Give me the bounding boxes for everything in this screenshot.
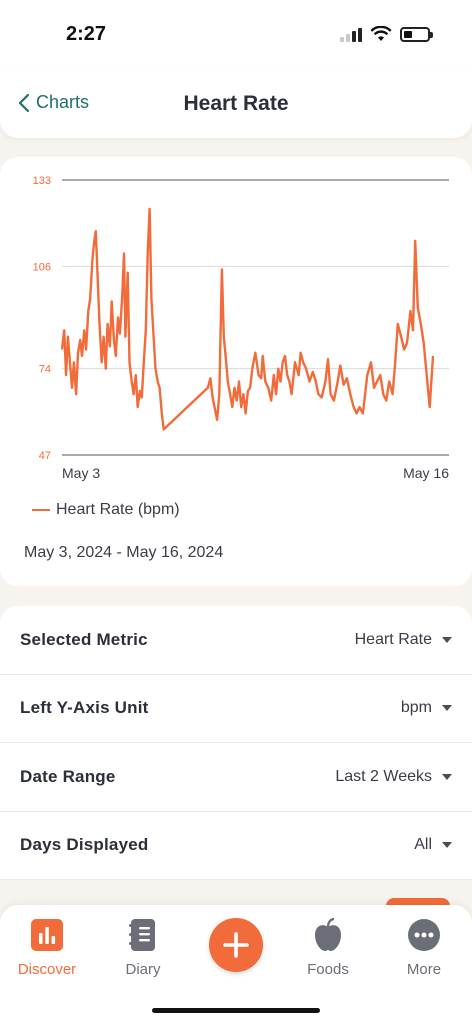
setting-value: bpm (400, 699, 432, 717)
tab-label: Diary (125, 961, 161, 978)
setting-date-range[interactable]: Date Range Last 2 Weeks (0, 743, 472, 812)
wifi-icon (370, 26, 392, 41)
tab-bar: Discover Diary Foods (0, 905, 472, 1024)
back-button[interactable]: Charts (18, 92, 89, 113)
y-tick-label: 74 (39, 364, 51, 376)
setting-label: Left Y-Axis Unit (20, 698, 149, 718)
y-tick-label: 133 (33, 175, 51, 187)
plus-icon (223, 932, 249, 958)
setting-label: Selected Metric (20, 629, 148, 649)
setting-value: Last 2 Weeks (335, 767, 432, 785)
tab-foods[interactable]: Foods (288, 917, 368, 978)
home-indicator (152, 1008, 320, 1013)
chart-settings: Selected Metric Heart Rate Left Y-Axis U… (0, 606, 472, 880)
series-line-heart-rate (60, 207, 435, 431)
setting-value-dropdown[interactable]: Last 2 Weeks (335, 768, 452, 786)
legend-label: Heart Rate (bpm) (56, 501, 180, 518)
setting-value-dropdown[interactable]: Heart Rate (355, 631, 452, 649)
tab-label: Foods (307, 961, 349, 978)
apple-icon (315, 918, 341, 951)
add-button[interactable] (209, 918, 263, 972)
setting-selected-metric[interactable]: Selected Metric Heart Rate (0, 606, 472, 675)
page-title: Heart Rate (183, 92, 289, 115)
setting-value: All (414, 836, 432, 854)
status-time: 2:27 (66, 23, 107, 45)
setting-value-dropdown[interactable]: All (414, 836, 452, 854)
setting-value: Heart Rate (354, 630, 432, 648)
tab-diary[interactable]: Diary (103, 917, 183, 978)
setting-value-dropdown[interactable]: bpm (401, 699, 452, 717)
tab-label: Discover (17, 961, 77, 978)
caret-down-icon (442, 636, 452, 643)
legend-swatch (32, 509, 50, 511)
diary-icon (129, 919, 155, 951)
setting-label: Days Displayed (20, 835, 149, 855)
x-tick-label: May 3 (62, 465, 100, 481)
date-range-text: May 3, 2024 - May 16, 2024 (24, 544, 224, 561)
caret-down-icon (442, 842, 452, 849)
tab-label: More (406, 961, 442, 978)
tab-discover[interactable]: Discover (7, 917, 87, 978)
setting-left-y-axis-unit[interactable]: Left Y-Axis Unit bpm (0, 675, 472, 743)
battery-icon (400, 27, 433, 42)
back-label: Charts (36, 92, 90, 112)
chart-legend: Heart Rate (bpm) (32, 501, 180, 519)
chevron-left-icon (18, 93, 30, 112)
cellular-signal-icon (340, 28, 364, 42)
chart-card: 47 74 106 133 May 3 May 16 Heart Rate (bpm) M… (0, 157, 472, 586)
y-tick-label: 47 (39, 450, 51, 462)
y-tick-label: 106 (33, 261, 51, 273)
nav-header: Charts Heart Rate (0, 70, 472, 138)
bar-chart-icon (31, 919, 63, 951)
setting-days-displayed[interactable]: Days Displayed All (0, 812, 472, 880)
x-tick-label: May 16 (403, 465, 449, 481)
tab-more[interactable]: More (384, 917, 464, 978)
more-dots-icon (408, 919, 440, 951)
heart-rate-chart[interactable]: 47 74 106 133 May 3 May 16 (0, 157, 472, 487)
setting-label: Date Range (20, 766, 116, 786)
caret-down-icon (442, 773, 452, 780)
status-bar: 2:27 (0, 0, 472, 70)
caret-down-icon (442, 705, 452, 712)
